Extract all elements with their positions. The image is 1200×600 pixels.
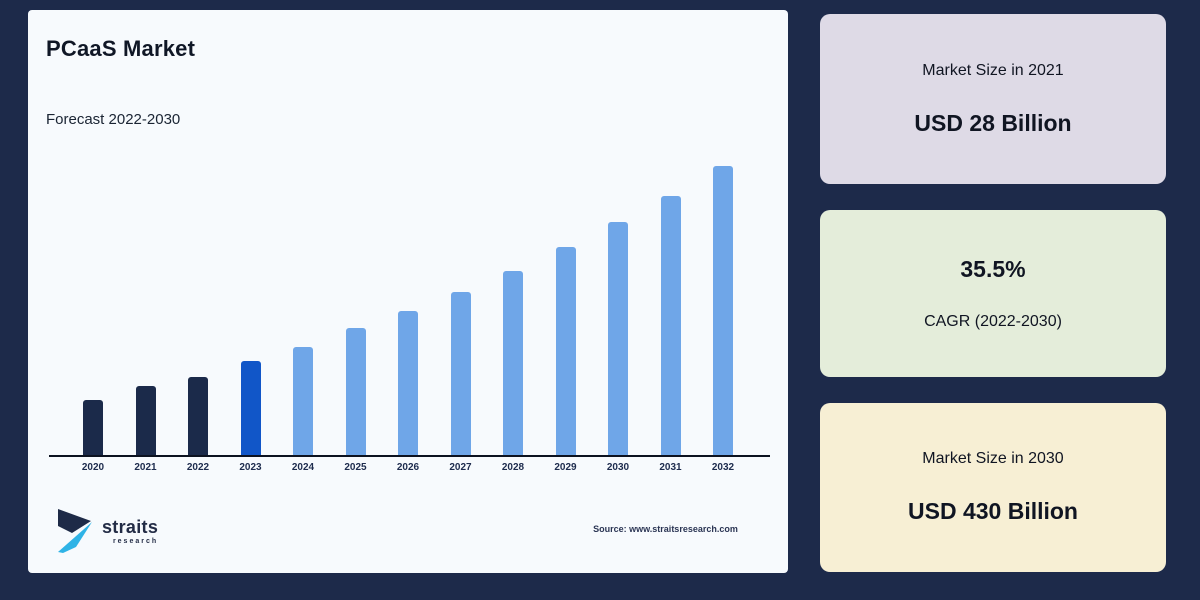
x-axis-line	[49, 455, 770, 457]
card-market-size-2030: Market Size in 2030 USD 430 Billion	[820, 403, 1166, 572]
x-tick-2021: 2021	[134, 462, 157, 473]
chart-panel: PCaaS Market Forecast 2022-2030 2020 2021…	[28, 10, 788, 573]
card-value: 35.5%	[960, 256, 1026, 282]
straits-research-logo: straits research	[56, 506, 158, 556]
bar-2021	[135, 386, 156, 455]
card-market-size-2021: Market Size in 2021 USD 28 Billion	[820, 14, 1166, 184]
card-value: USD 430 Billion	[908, 498, 1078, 524]
x-tick-2030: 2030	[606, 462, 630, 473]
x-tick-2026: 2026	[396, 462, 420, 473]
bar-2032	[713, 166, 733, 455]
x-tick-2031: 2031	[659, 462, 682, 473]
x-tick-2024: 2024	[291, 462, 315, 473]
x-tick-2023: 2023	[239, 462, 262, 473]
card-cagr: 35.5% CAGR (2022-2030)	[820, 210, 1166, 377]
card-label: CAGR (2022-2030)	[924, 313, 1062, 330]
x-tick-2028: 2028	[501, 462, 525, 473]
card-label: Market Size in 2030	[922, 450, 1064, 467]
bar-2024	[293, 347, 313, 455]
bar-2022	[188, 377, 208, 455]
bar-2023	[240, 361, 261, 455]
x-tick-2020: 2020	[81, 462, 105, 473]
x-tick-2032: 2032	[711, 462, 735, 473]
page-title: PCaaS Market	[46, 36, 196, 61]
bar-2027	[450, 292, 471, 455]
x-tick-2027: 2027	[449, 462, 472, 473]
bar-2031	[660, 196, 681, 455]
card-value: USD 28 Billion	[914, 109, 1072, 136]
bar-2028	[503, 271, 523, 455]
bar-2020	[83, 400, 103, 455]
bar-chart: 2020 2021 2022 2023 2024 2025 2026 2027 2028 2029…	[28, 10, 788, 573]
x-tick-2029: 2029	[554, 462, 577, 473]
x-tick-2025: 2025	[344, 462, 367, 473]
x-tick-2022: 2022	[186, 462, 210, 473]
bar-2029	[555, 247, 576, 455]
bar-2026	[398, 311, 418, 455]
card-label: Market Size in 2021	[922, 61, 1064, 79]
logo-name: straits	[102, 516, 159, 537]
logo-subtitle: research	[112, 537, 159, 545]
chart-subtitle: Forecast 2022-2030	[46, 111, 181, 128]
bar-2030	[608, 222, 628, 455]
source-note: Source: www.straitsresearch.com	[593, 524, 738, 534]
bar-2025	[345, 328, 366, 455]
logo-arrow-icon	[58, 509, 92, 553]
